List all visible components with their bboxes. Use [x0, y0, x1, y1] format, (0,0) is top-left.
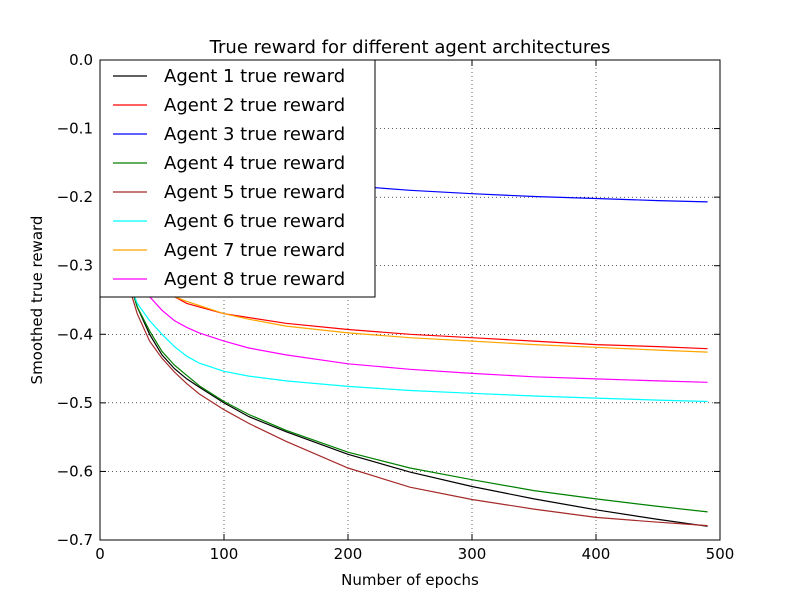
x-tick-label: 500	[706, 545, 735, 563]
legend-label-agent-2: Agent 2 true reward	[164, 95, 345, 116]
y-tick-label: −0.5	[57, 394, 93, 412]
x-tick-label: 400	[582, 545, 611, 563]
series-line-agent-1	[124, 258, 708, 527]
y-axis-label: Smoothed true reward	[28, 216, 46, 385]
legend-label-agent-7: Agent 7 true reward	[164, 240, 345, 261]
series-line-agent-6	[124, 258, 708, 403]
series-lines	[124, 184, 708, 527]
plot-frame	[99, 59, 721, 541]
legend-label-agent-5: Agent 5 true reward	[164, 182, 345, 203]
y-tick-label: −0.4	[57, 325, 93, 343]
axis-ticks: 0 100 200 300 400 500 0.0 −0.1 −0.2 −0.3 −0.4 −0.5 −…	[57, 51, 735, 563]
x-tick-label: 200	[334, 545, 363, 563]
series-line-agent-3	[347, 184, 708, 203]
x-tick-label: 100	[210, 545, 239, 563]
series-line-agent-8	[142, 285, 708, 383]
legend-label-agent-1: Agent 1 true reward	[164, 66, 345, 87]
y-tick-label: −0.7	[57, 531, 93, 549]
x-axis-label: Number of epochs	[341, 571, 479, 589]
series-line-agent-4	[124, 258, 708, 513]
y-tick-label: −0.2	[57, 188, 93, 206]
y-tick-label: 0.0	[69, 51, 93, 69]
legend: Agent 1 true reward Agent 2 true reward Ag…	[99, 59, 376, 298]
chart-title: True reward for different agent architec…	[209, 37, 611, 58]
legend-label-agent-3: Agent 3 true reward	[164, 124, 345, 145]
legend-frame	[99, 59, 376, 298]
legend-label-agent-8: Agent 8 true reward	[164, 269, 345, 290]
y-tick-label: −0.1	[57, 120, 93, 138]
legend-label-agent-6: Agent 6 true reward	[164, 211, 345, 232]
series-line-agent-7	[174, 296, 708, 353]
legend-label-agent-4: Agent 4 true reward	[164, 153, 345, 174]
series-line-agent-5	[124, 258, 708, 527]
y-tick-label: −0.6	[57, 462, 93, 480]
x-tick-label: 0	[95, 545, 105, 563]
x-tick-label: 300	[458, 545, 487, 563]
y-tick-label: −0.3	[57, 257, 93, 275]
